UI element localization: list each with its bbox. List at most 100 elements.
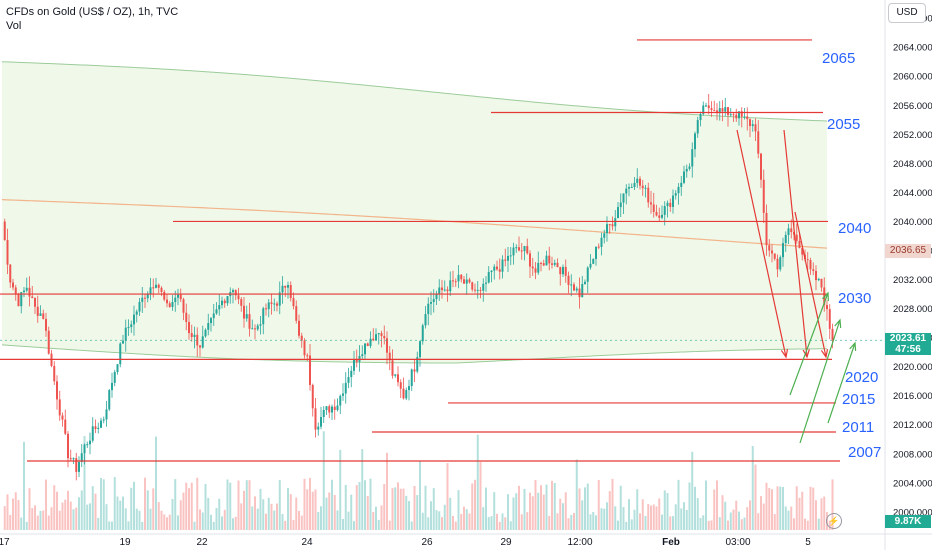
time-tick-label: Feb <box>662 537 680 548</box>
volume-bar <box>138 510 141 530</box>
candle-body <box>254 328 256 330</box>
volume-bar <box>504 517 507 530</box>
volume-bar <box>111 521 113 530</box>
volume-bar <box>625 521 628 530</box>
candle-body <box>207 323 210 330</box>
volume-bar <box>75 507 78 530</box>
candle-body <box>581 283 584 298</box>
volume-bar <box>498 521 501 530</box>
price-tick-label: 2044.000 <box>893 188 932 199</box>
volume-bar <box>309 477 311 530</box>
volume-bar <box>240 503 243 530</box>
candle-body <box>201 336 204 348</box>
candle-body <box>817 278 820 281</box>
candle-body <box>820 278 823 288</box>
annotation-lines: 2065 2055 2040 2030 2020 2015 2011 2007 <box>0 39 885 462</box>
volume-bar <box>652 504 655 530</box>
volume-bar <box>592 511 595 530</box>
candle-body <box>122 340 124 344</box>
candle-body <box>562 266 564 275</box>
candle-body <box>276 303 278 306</box>
volume-bar <box>245 480 248 530</box>
volume-bar <box>86 504 89 530</box>
volume-bar <box>666 493 669 530</box>
volume-bar <box>369 478 372 530</box>
volume-bar <box>732 509 735 530</box>
candle-body <box>705 105 707 107</box>
candle-body <box>240 299 243 306</box>
candle-body <box>67 433 69 459</box>
volume-bar <box>320 506 322 530</box>
candle-body <box>749 119 751 127</box>
candle-body <box>287 285 289 288</box>
volume-bar <box>699 517 702 530</box>
candle-body <box>270 302 273 304</box>
candle-body <box>669 202 672 207</box>
volume-bar <box>6 494 9 530</box>
price-tick-label: 2020.000 <box>893 362 932 373</box>
volume-bar <box>705 480 707 530</box>
candle-body <box>199 345 201 348</box>
candle-body <box>105 409 108 420</box>
volume-bar <box>182 492 185 530</box>
lightning-icon[interactable]: ⚡ <box>826 513 842 529</box>
volume-bar <box>303 478 306 530</box>
volume-bar <box>490 516 493 530</box>
candle-body <box>193 334 196 338</box>
time-tick-label: 12:00 <box>567 537 592 548</box>
volume-bar <box>259 488 262 530</box>
candle-body <box>56 381 58 400</box>
candle-body <box>23 290 25 293</box>
level-label-2030: 2030 <box>838 290 871 307</box>
candle-body <box>45 318 47 331</box>
candle-body <box>520 250 523 252</box>
volume-bar <box>171 499 174 530</box>
candle-body <box>784 234 787 244</box>
candle-body <box>248 314 251 329</box>
candle-body <box>523 246 526 252</box>
candle-body <box>405 390 408 399</box>
candle-body <box>575 288 578 291</box>
volume-bar <box>548 515 551 530</box>
candle-body <box>344 382 347 394</box>
candle-body <box>452 280 454 282</box>
currency-button[interactable]: USD <box>888 3 926 23</box>
volume-bar <box>619 485 622 530</box>
volume-bar <box>509 521 512 530</box>
candle-body <box>482 283 485 291</box>
down-arrow <box>794 211 827 358</box>
volume-label: Vol <box>6 20 22 32</box>
volume-bar <box>353 521 355 530</box>
volume-bar <box>581 500 584 530</box>
sma-line <box>1 199 828 249</box>
volume-bar <box>284 520 287 530</box>
candle-body <box>47 330 50 354</box>
volume-bar <box>740 519 743 530</box>
volume-bar <box>471 483 474 530</box>
candle-body <box>655 211 658 216</box>
volume-bar <box>556 513 559 530</box>
candle-body <box>212 313 215 319</box>
volume-bar <box>163 514 166 530</box>
candle-body <box>416 357 419 372</box>
price-tick-label: 2028.000 <box>893 304 932 315</box>
candle-body <box>256 325 259 330</box>
bar-countdown: 47:56 <box>895 344 921 355</box>
level-label-2055: 2055 <box>827 116 860 133</box>
volume-bar <box>130 487 133 530</box>
volume-bar <box>223 509 226 530</box>
candle-body <box>36 306 39 316</box>
candle-body <box>42 313 45 319</box>
volume-bar <box>394 487 397 530</box>
candle-body <box>413 369 416 372</box>
candle-body <box>320 417 322 427</box>
candle-body <box>644 187 647 189</box>
candle-body <box>798 240 801 249</box>
candle-body <box>144 297 146 299</box>
volume-bar <box>540 485 542 530</box>
candle-body <box>454 281 457 283</box>
candle-body <box>567 275 570 285</box>
volume-bar <box>515 493 518 530</box>
